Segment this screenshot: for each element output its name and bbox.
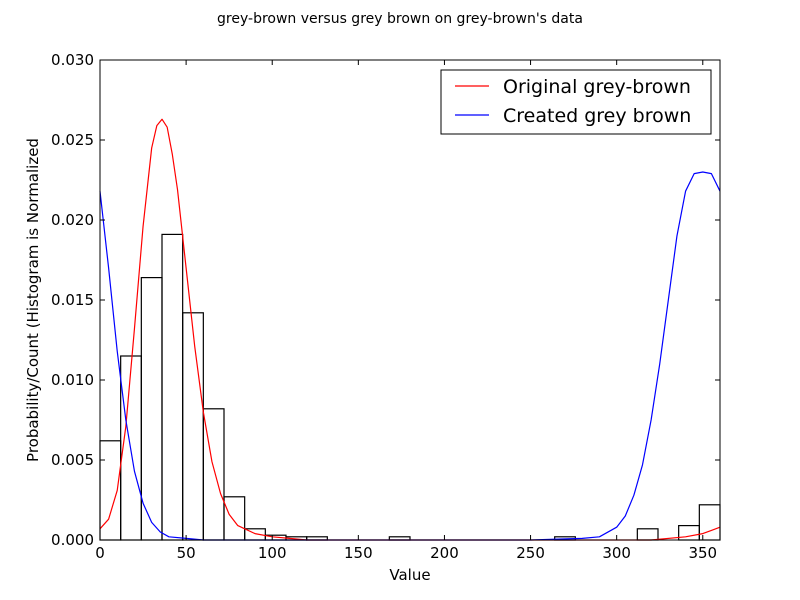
y-tick-label: 0.005: [51, 451, 94, 469]
y-tick-label: 0.010: [51, 371, 94, 389]
x-tick-label: 250: [516, 544, 545, 562]
chart-title: grey-brown versus grey brown on grey-bro…: [217, 11, 583, 27]
y-axis-label: Probability/Count (Histogram is Normaliz…: [24, 138, 42, 462]
plot-area: 0 50 100 150 200 250 300 350 0.000 0.005 0.010 0.01…: [51, 51, 721, 562]
legend: Original grey-brown Created grey brown: [440, 69, 712, 135]
x-tick-label: 350: [688, 544, 717, 562]
y-tick-label: 0.025: [51, 131, 94, 149]
legend-label: Created grey brown: [503, 105, 691, 127]
x-tick-label: 150: [344, 544, 373, 562]
x-tick-label: 200: [430, 544, 459, 562]
y-tick-label: 0.000: [51, 531, 94, 549]
x-tick-label: 300: [602, 544, 631, 562]
x-tick-label: 50: [177, 544, 196, 562]
x-tick-label: 100: [258, 544, 287, 562]
x-tick-label: 0: [95, 544, 105, 562]
legend-label: Original grey-brown: [503, 76, 691, 98]
x-axis-label: Value: [389, 566, 430, 584]
y-tick-label: 0.030: [51, 51, 94, 69]
y-tick-label: 0.015: [51, 291, 94, 309]
y-tick-label: 0.020: [51, 211, 94, 229]
legend-box: [440, 69, 712, 135]
